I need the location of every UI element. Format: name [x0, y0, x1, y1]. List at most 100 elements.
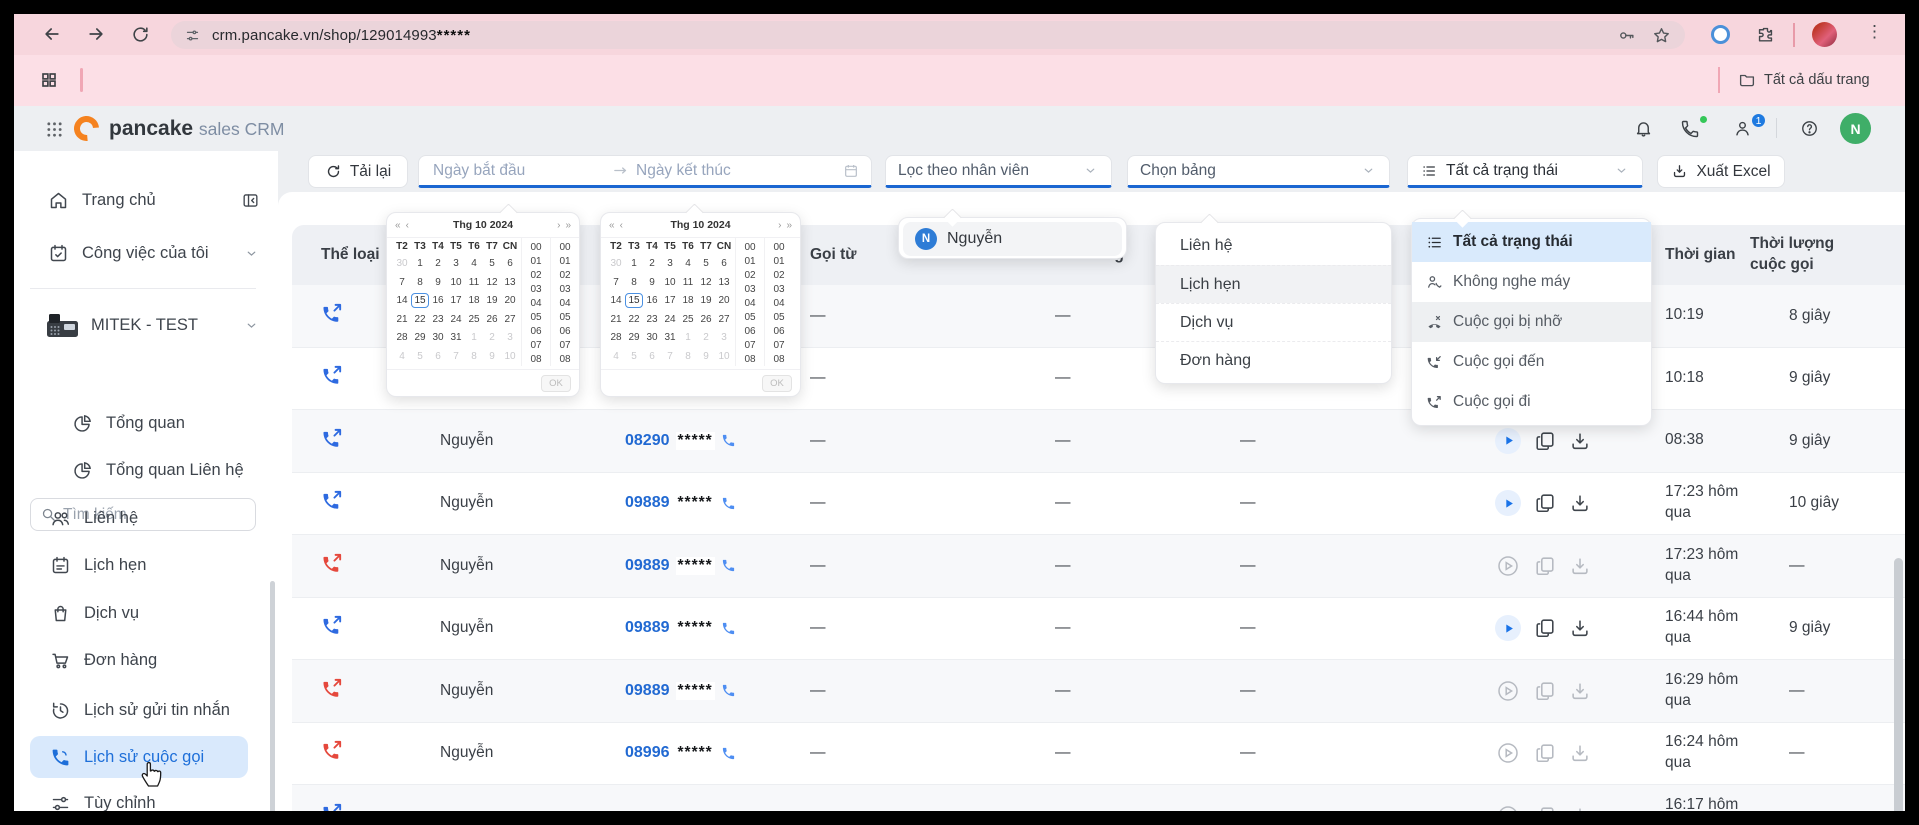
- calendar-day[interactable]: 9: [703, 350, 709, 362]
- download-icon[interactable]: [1569, 680, 1591, 702]
- reload-button[interactable]: Tải lại: [308, 155, 408, 188]
- calendar-day[interactable]: 29: [628, 332, 640, 344]
- table-scrollbar[interactable]: [1894, 558, 1903, 811]
- calendar-day[interactable]: 5: [703, 258, 709, 270]
- table-option-2[interactable]: Lịch hẹn: [1156, 265, 1391, 303]
- calendar-day[interactable]: 2: [649, 258, 655, 270]
- status-option-2[interactable]: Không nghe máy: [1412, 262, 1651, 302]
- calendar-day[interactable]: 22: [414, 313, 426, 325]
- calendar-day[interactable]: 1: [471, 332, 477, 344]
- calendar-day[interactable]: 28: [610, 332, 622, 344]
- profile-avatar[interactable]: [1812, 22, 1837, 47]
- calendar-day[interactable]: 16: [646, 295, 658, 307]
- calendar-day[interactable]: 2: [435, 258, 441, 270]
- calendar-day[interactable]: 14: [610, 295, 622, 307]
- calendar-day[interactable]: 8: [417, 276, 423, 288]
- calendar-day[interactable]: 28: [396, 332, 408, 344]
- calendar-day[interactable]: 25: [682, 313, 694, 325]
- calendar-day[interactable]: 21: [396, 313, 408, 325]
- calendar-hour-column[interactable]: 00 01 02 03 04 05 06 07 08: [521, 238, 550, 366]
- calendar-day[interactable]: 11: [682, 276, 694, 288]
- calendar-day[interactable]: 6: [507, 258, 513, 270]
- sidebar-item-orders[interactable]: Đơn hàng: [14, 639, 278, 681]
- apps-grid-icon[interactable]: [40, 71, 58, 89]
- download-icon[interactable]: [1569, 492, 1591, 514]
- help-icon[interactable]: [1800, 119, 1819, 138]
- download-icon[interactable]: [1569, 555, 1591, 577]
- calendar-day[interactable]: 8: [685, 350, 691, 362]
- play-recording-button[interactable]: [1495, 490, 1521, 517]
- reload-icon[interactable]: [128, 22, 152, 46]
- calendar-day[interactable]: 7: [453, 350, 459, 362]
- date-start-placeholder[interactable]: Ngày bắt đầu: [433, 161, 526, 179]
- calendar-day[interactable]: 10: [664, 276, 676, 288]
- pancake-logo[interactable]: [68, 110, 105, 147]
- copy-icon[interactable]: [1534, 430, 1556, 452]
- calendar-day[interactable]: 6: [649, 350, 655, 362]
- download-icon[interactable]: [1569, 617, 1591, 639]
- next-year-icon[interactable]: »: [565, 219, 571, 231]
- calendar-day[interactable]: 30: [610, 258, 622, 270]
- phone-status-icon[interactable]: [1680, 119, 1700, 139]
- sidebar-item-overview-contacts[interactable]: Tổng quan Liên hệ: [14, 449, 278, 491]
- calendar-day[interactable]: 5: [631, 350, 637, 362]
- calendar-day[interactable]: 6: [435, 350, 441, 362]
- calendar-day[interactable]: 15: [411, 293, 429, 309]
- calendar-day[interactable]: 23: [432, 313, 444, 325]
- calendar-day[interactable]: 17: [664, 295, 676, 307]
- calendar-day[interactable]: 4: [613, 350, 619, 362]
- sidebar-item-message-history[interactable]: Lịch sử gửi tin nhắn: [14, 689, 278, 731]
- sidebar-scrollbar[interactable]: [270, 581, 275, 811]
- calendar-hour-column[interactable]: 00 01 02 03 04 05 06 07 08: [550, 238, 579, 366]
- sidebar-item-appointments[interactable]: Lịch hẹn: [14, 544, 278, 586]
- sidebar-item-customize[interactable]: Tùy chỉnh: [14, 782, 278, 811]
- download-icon[interactable]: [1569, 742, 1591, 764]
- status-select[interactable]: Tất cả trạng thái: [1407, 155, 1643, 188]
- sidebar-search-input[interactable]: Tìm kiếm: [30, 498, 256, 531]
- calendar-day[interactable]: 10: [504, 350, 516, 362]
- user-avatar[interactable]: N: [1840, 113, 1871, 144]
- status-option-5[interactable]: Cuộc gọi đi: [1412, 382, 1651, 422]
- download-icon[interactable]: [1569, 805, 1591, 811]
- calendar-day[interactable]: 8: [471, 350, 477, 362]
- url-bar[interactable]: crm.pancake.vn/shop/129014993*****: [171, 21, 1685, 49]
- calendar-day[interactable]: 7: [399, 276, 405, 288]
- table-option-3[interactable]: Dịch vụ: [1156, 303, 1391, 341]
- calendar-day[interactable]: 30: [432, 332, 444, 344]
- calendar-day[interactable]: 18: [682, 295, 694, 307]
- play-recording-button[interactable]: [1495, 615, 1521, 642]
- copy-icon[interactable]: [1534, 555, 1556, 577]
- calendar-day[interactable]: 9: [489, 350, 495, 362]
- sidebar-item-overview[interactable]: Tổng quan: [14, 402, 278, 444]
- calendar-day[interactable]: 31: [450, 332, 462, 344]
- copy-icon[interactable]: [1534, 680, 1556, 702]
- phone-number[interactable]: 08996 *****: [617, 744, 802, 763]
- calendar-day[interactable]: 26: [486, 313, 498, 325]
- calendar-day[interactable]: 19: [700, 295, 712, 307]
- table-row[interactable]: Nguyễn 09889 ***** — — — 17:23 hôm qua —: [292, 535, 1905, 598]
- prev-year-icon[interactable]: «: [609, 219, 615, 231]
- sidebar-workspace[interactable]: MITEK - TEST: [14, 304, 278, 346]
- employee-option[interactable]: N Nguyễn: [903, 222, 1122, 256]
- calendar-day[interactable]: 11: [468, 276, 480, 288]
- calendar-day[interactable]: 5: [417, 350, 423, 362]
- status-option-1[interactable]: Tất cả trạng thái: [1412, 222, 1651, 262]
- calendar-day[interactable]: 27: [718, 313, 730, 325]
- calendar-day[interactable]: 1: [685, 332, 691, 344]
- sidebar-item-my-work[interactable]: Công việc của tôi: [14, 232, 278, 274]
- status-option-4[interactable]: Cuộc gọi đến: [1412, 342, 1651, 382]
- sidebar-item-services[interactable]: Dịch vụ: [14, 592, 278, 634]
- bookmark-star-icon[interactable]: [1652, 26, 1671, 45]
- phone-number[interactable]: 09889 *****: [617, 681, 802, 700]
- calendar-day[interactable]: 4: [399, 350, 405, 362]
- calendar-day[interactable]: 21: [610, 313, 622, 325]
- sidebar-item-call-history[interactable]: Lịch sử cuộc gọi: [30, 736, 248, 778]
- calendar-day[interactable]: 14: [396, 295, 408, 307]
- prev-year-icon[interactable]: «: [395, 219, 401, 231]
- calendar-ok-button[interactable]: OK: [762, 375, 792, 392]
- calendar-day[interactable]: 3: [721, 332, 727, 344]
- calendar-day[interactable]: 18: [468, 295, 480, 307]
- calendar-day[interactable]: 5: [489, 258, 495, 270]
- calendar-day[interactable]: 9: [435, 276, 441, 288]
